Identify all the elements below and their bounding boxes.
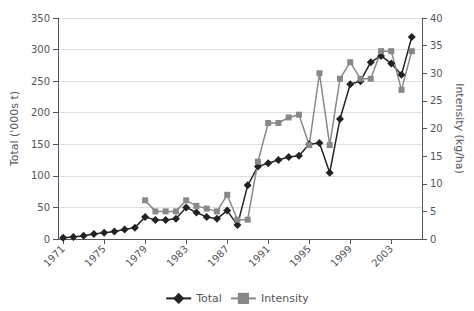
svg-text:50: 50 — [37, 202, 50, 213]
svg-text:35: 35 — [430, 40, 443, 51]
svg-text:1999: 1999 — [328, 243, 354, 269]
svg-text:20: 20 — [430, 123, 443, 134]
svg-text:Intensity (kg/ha): Intensity (kg/ha) — [453, 83, 466, 174]
svg-text:30: 30 — [430, 68, 443, 79]
svg-text:Total ('000s t): Total ('000s t) — [8, 91, 21, 167]
svg-text:200: 200 — [31, 107, 50, 118]
svg-text:150: 150 — [31, 139, 50, 150]
svg-text:1979: 1979 — [123, 243, 149, 269]
svg-text:2003: 2003 — [369, 243, 395, 269]
svg-text:1991: 1991 — [246, 243, 272, 269]
svg-text:Intensity: Intensity — [261, 292, 309, 305]
svg-text:0: 0 — [430, 234, 436, 245]
svg-text:5: 5 — [430, 206, 436, 217]
svg-text:250: 250 — [31, 76, 50, 87]
svg-text:0: 0 — [44, 234, 50, 245]
svg-text:350: 350 — [31, 13, 50, 24]
svg-text:40: 40 — [430, 13, 443, 24]
svg-text:25: 25 — [430, 95, 443, 106]
svg-text:300: 300 — [31, 44, 50, 55]
svg-text:1987: 1987 — [205, 243, 231, 269]
svg-text:15: 15 — [430, 151, 443, 162]
svg-text:10: 10 — [430, 178, 443, 189]
svg-text:100: 100 — [31, 170, 50, 181]
svg-text:Total: Total — [195, 292, 222, 305]
svg-text:1975: 1975 — [82, 243, 108, 269]
svg-text:1983: 1983 — [164, 243, 190, 269]
svg-text:1995: 1995 — [287, 243, 313, 269]
svg-text:1971: 1971 — [41, 243, 67, 269]
